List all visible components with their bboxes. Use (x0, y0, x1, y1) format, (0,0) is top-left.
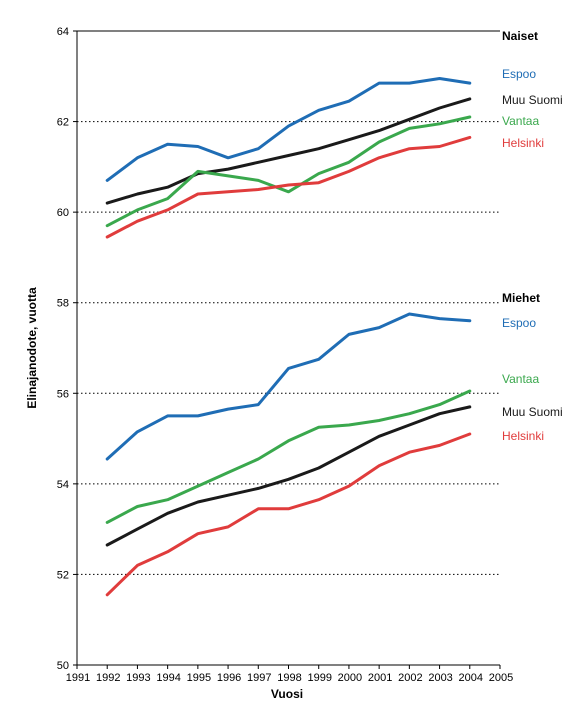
series-line-naiset-espoo (105, 77, 472, 182)
x-tick-label: 2004 (459, 672, 483, 684)
x-tick-label: 1999 (307, 672, 331, 684)
series-line-naiset-vantaa (105, 115, 472, 228)
x-tick-label: 2005 (489, 672, 513, 684)
x-tick-label: 1991 (66, 672, 90, 684)
x-tick-label: 2002 (398, 672, 422, 684)
series-lines (105, 77, 472, 597)
x-tick-label: 1995 (187, 672, 211, 684)
axes (73, 30, 501, 669)
y-tick-label: 58 (57, 298, 69, 310)
y-tick-label: 60 (57, 207, 69, 219)
y-tick-label: 62 (57, 117, 69, 129)
x-tick-label: 2003 (428, 672, 452, 684)
x-tick-label: 1993 (126, 672, 150, 684)
legend-entry: Muu Suomi (502, 93, 563, 107)
series-line-miehet-helsinki (105, 432, 472, 597)
x-tick-label: 1998 (277, 672, 301, 684)
legend-entry: Muu Suomi (502, 405, 563, 419)
legend-group-title: Naiset (502, 29, 538, 43)
y-tick-label: 50 (57, 660, 69, 672)
legend-group-title: Miehet (502, 291, 540, 305)
legend-entry: Espoo (502, 316, 536, 330)
series-line-miehet-espoo (105, 312, 472, 461)
x-tick-label: 1994 (156, 672, 180, 684)
x-tick-label: 2001 (368, 672, 392, 684)
y-tick-label: 54 (57, 479, 69, 491)
series-line-miehet-vantaa (105, 389, 472, 524)
x-tick-label: 1997 (247, 672, 271, 684)
series-line-miehet-muu-suomi (105, 405, 472, 547)
legend-entry: Vantaa (502, 114, 539, 128)
legend-entry: Vantaa (502, 372, 539, 386)
legend-entry: Espoo (502, 67, 536, 81)
series-line-naiset-helsinki (105, 135, 472, 239)
y-tick-label: 56 (57, 388, 69, 400)
y-tick-label: 64 (57, 26, 69, 38)
x-axis-title: Vuosi (271, 687, 303, 701)
series-line-naiset-muu-suomi (105, 97, 472, 205)
x-tick-label: 1992 (96, 672, 120, 684)
y-axis-title: Elinajanodote, vuotta (25, 287, 39, 409)
tick-labels: 50 52 54 56 58 60 62 64 1991 1992 1993 1994 1995 1996… (57, 26, 513, 684)
x-tick-label: 2000 (338, 672, 362, 684)
y-tick-label: 52 (57, 569, 69, 581)
legend-entry: Helsinki (502, 136, 544, 150)
legend-entry: Helsinki (502, 429, 544, 443)
legend: Naiset Espoo Muu Suomi Vantaa Helsinki Miehet… (502, 29, 563, 443)
x-tick-label: 1996 (217, 672, 241, 684)
grid-lines (77, 121, 500, 575)
